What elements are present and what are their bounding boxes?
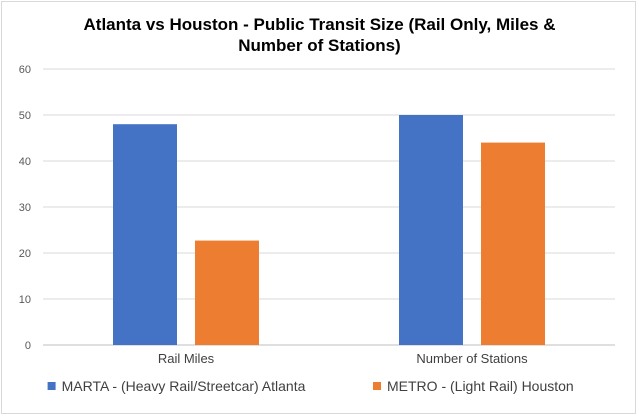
y-tick-label: 20 — [19, 248, 31, 260]
legend-swatch — [373, 382, 381, 390]
y-tick-label: 0 — [25, 340, 31, 352]
x-category-label: Number of Stations — [416, 351, 528, 366]
y-tick-label: 60 — [19, 64, 31, 76]
legend-label: METRO - (Light Rail) Houston — [387, 378, 574, 394]
y-tick-label: 50 — [19, 110, 31, 122]
bar-metro-0 — [195, 240, 259, 345]
bar-metro-1 — [481, 142, 545, 345]
legend-swatch — [47, 382, 56, 390]
chart-title-line-2: Number of Stations) — [238, 36, 401, 55]
chart-title: Atlanta vs Houston - Public Transit Size… — [0, 14, 639, 56]
chart-title-line-1: Atlanta vs Houston - Public Transit Size… — [83, 15, 556, 34]
bar-marta-0 — [113, 124, 177, 345]
y-tick-label: 40 — [19, 156, 31, 168]
y-tick-label: 10 — [19, 294, 31, 306]
legend-label: MARTA - (Heavy Rail/Streetcar) Atlanta — [62, 378, 306, 394]
bar-marta-1 — [399, 115, 463, 345]
y-tick-label: 30 — [19, 202, 31, 214]
x-category-label: Rail Miles — [158, 351, 215, 366]
